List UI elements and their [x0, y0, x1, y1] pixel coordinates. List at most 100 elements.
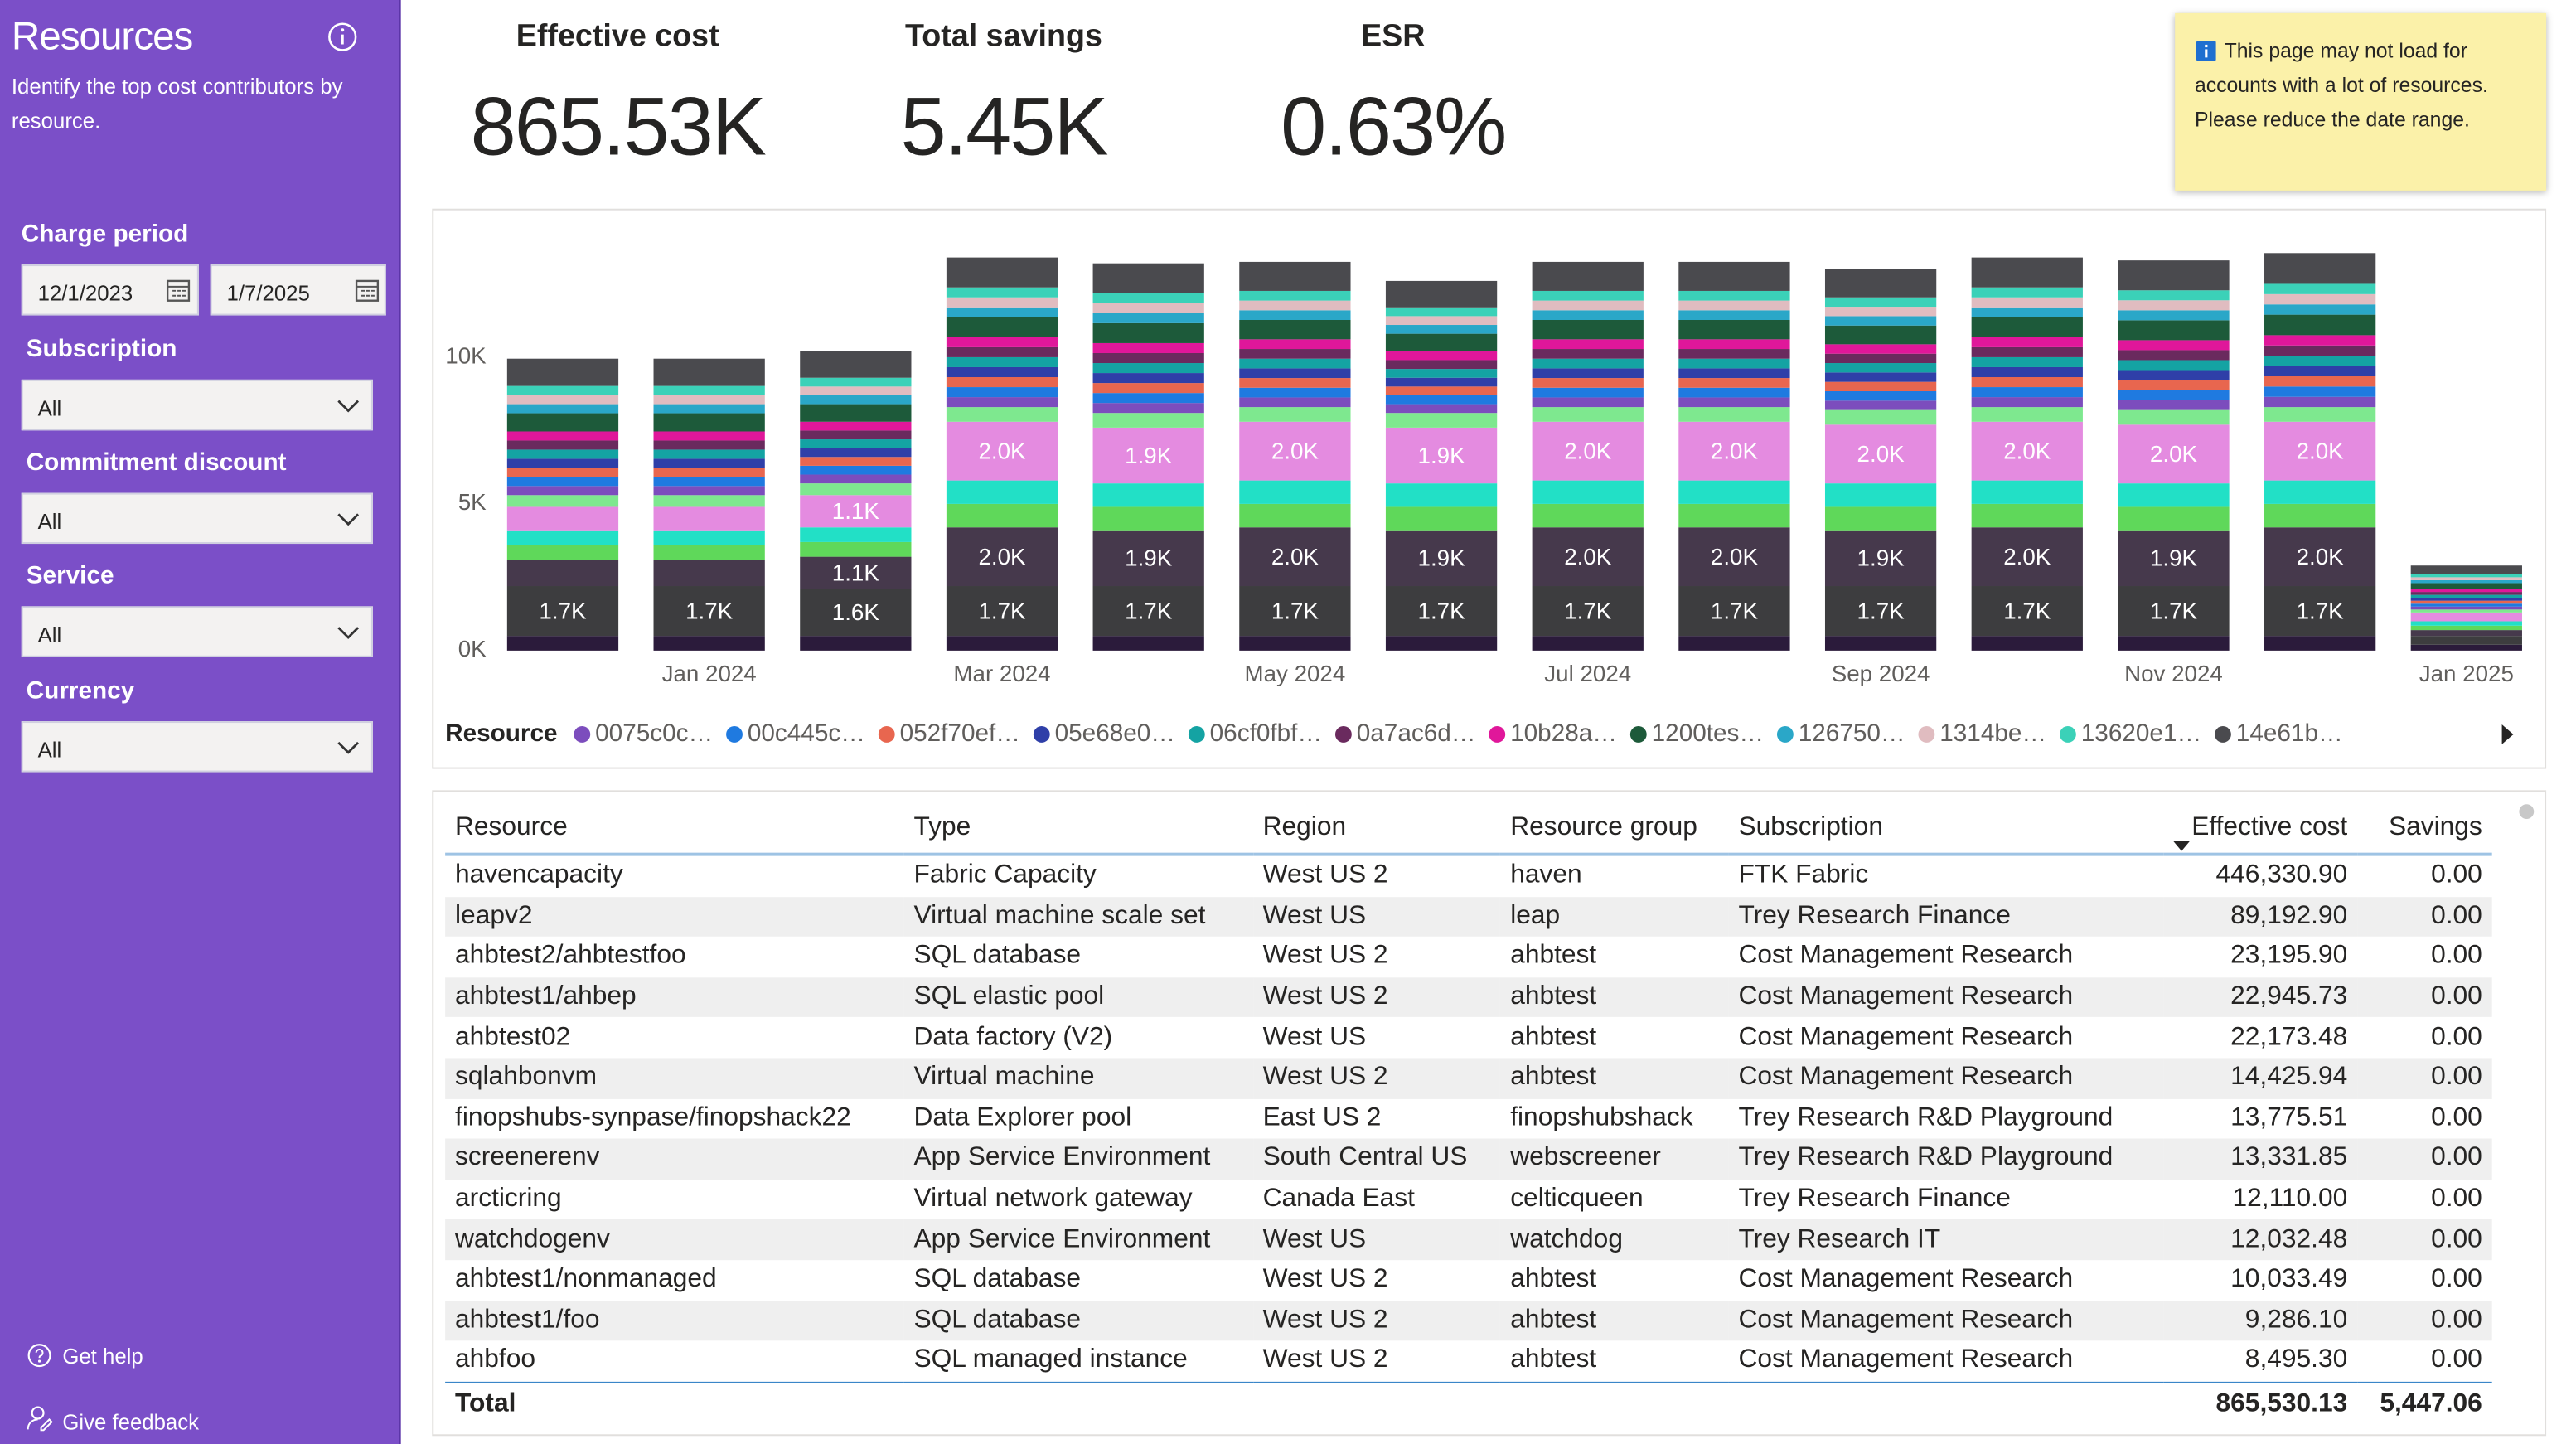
table-cell: Virtual network gateway [913, 1185, 1193, 1213]
table-row: ahbtest2/ahbtestfoo SQL database West US 2… [445, 937, 2492, 977]
table-cell: 0.00 [2357, 896, 2492, 938]
bar-segment [1239, 319, 1351, 340]
bar-segment [1532, 527, 1644, 587]
data-label: 2.0K [1564, 439, 1612, 464]
data-label: 1.1K [832, 498, 880, 524]
bar-segment [946, 387, 1058, 398]
dropdown[interactable]: All [21, 721, 373, 773]
x-tick-label: Jan 2024 [662, 661, 757, 686]
bar-segment [2118, 380, 2230, 390]
bar-segment [1824, 636, 1937, 651]
info-icon[interactable] [327, 22, 358, 53]
column-header: Region [1252, 802, 1501, 856]
chevron [337, 627, 360, 639]
bar-segment [1532, 397, 1644, 408]
bar-segment [1385, 377, 1498, 387]
data-label: 1.9K [1418, 545, 1466, 571]
dropdown[interactable]: All [21, 606, 373, 657]
bar-segment [1092, 483, 1204, 507]
legend-marker [2215, 726, 2231, 743]
table-cell: Canada East [1262, 1185, 1415, 1213]
table-cell: SQL database [903, 1300, 1253, 1341]
data-label: 1.1K [832, 560, 880, 585]
bar-segment [946, 586, 1058, 637]
bar-segment [506, 385, 619, 395]
total-cell: 5,447.06 [2357, 1381, 2492, 1426]
table-cell: Fabric Capacity [913, 861, 1097, 889]
bar-segment [1385, 333, 1498, 351]
legend-marker [1629, 726, 1647, 743]
table-cell: ahbtest [1500, 1300, 1729, 1341]
bar-segment [1971, 586, 2083, 637]
bar-segment [1385, 427, 1498, 484]
table-cell: SQL elastic pool [903, 976, 1253, 1018]
bar-segment [2264, 366, 2376, 376]
legend-next-arrow[interactable] [2501, 724, 2514, 744]
bar-segment [1385, 369, 1498, 378]
bar-segment [2118, 409, 2230, 425]
bar-segment [1971, 503, 2083, 528]
bar-segment [800, 527, 912, 542]
bar-segment [1532, 300, 1644, 311]
bar-segment [1092, 530, 1204, 587]
table-cell: 0.00 [2431, 1265, 2482, 1294]
legend-marker [2060, 726, 2076, 743]
date-input[interactable]: 1/7/2025 [210, 264, 386, 316]
bar-segment [1239, 368, 1351, 379]
data-label: 2.0K [2297, 544, 2345, 569]
kpi-label: ESR [1360, 19, 1426, 55]
bar-segment [653, 358, 765, 386]
table-cell: 0.00 [2431, 1185, 2482, 1213]
get-help-link[interactable]: Get help [62, 1344, 143, 1369]
bar-segment [506, 358, 619, 386]
dropdown[interactable]: All [21, 492, 373, 545]
bar-segment [1385, 360, 1498, 370]
bar-segment [2264, 386, 2376, 397]
chart-panel: 0K 5K 10K 1.7K Jan 2024 1.7K 1.6K 1.1K 1.1K Mar 2… [432, 208, 2547, 769]
table-cell: leap [1500, 896, 1729, 938]
bar-segment [1824, 381, 1937, 391]
bar-segment [2264, 253, 2376, 284]
table-cell: ahbtest [1500, 1058, 1729, 1099]
bar-segment [1678, 586, 1790, 637]
bar-segment [2118, 483, 2230, 507]
page-description: Identify the top cost contributors by re… [11, 74, 343, 133]
kpi-label: Effective cost [516, 19, 719, 55]
data-label: 2.0K [1711, 439, 1759, 464]
column-header: Savings [2357, 802, 2492, 856]
bar-segment [1824, 353, 1937, 364]
dropdown[interactable]: All [21, 379, 373, 431]
bar-segment [506, 486, 619, 496]
bar-segment [2410, 625, 2522, 631]
bar-segment [2264, 527, 2376, 587]
scrollbar-thumb[interactable] [2516, 802, 2536, 821]
bar-segment [2410, 644, 2522, 651]
calendar-icon [355, 279, 380, 302]
bar-segment [1824, 316, 1937, 326]
bar-segment [1239, 421, 1351, 481]
give-feedback-link[interactable]: Give feedback [62, 1409, 200, 1435]
x-tick-label: May 2024 [1244, 661, 1345, 686]
date-input[interactable]: 12/1/2023 [21, 264, 199, 316]
bar-segment [1532, 349, 1644, 359]
x-tick-label: Nov 2024 [2124, 661, 2223, 686]
bar-segment [946, 366, 1058, 378]
data-label: 1.7K [978, 598, 1026, 623]
bar-segment [1971, 527, 2083, 587]
resource-table: Resource Type Region Resource group Subscrip… [445, 802, 2492, 1426]
bar-segment [2410, 577, 2522, 580]
table-cell: Trey Research R&D Playground [1738, 1103, 2114, 1132]
bar-segment [506, 404, 619, 414]
table-row: havencapacity Fabric Capacity West US 2 hav… [445, 855, 2492, 897]
bar-segment [800, 351, 912, 378]
bar-segment [653, 440, 765, 450]
table-cell: 0.00 [2357, 1219, 2492, 1261]
table-cell: App Service Environment [903, 1219, 1253, 1261]
header-row: Resource Type Region Resource group Subscrip… [445, 802, 2492, 856]
bar-segment [2118, 360, 2230, 371]
bar-segment [653, 458, 765, 468]
bar-segment [653, 431, 765, 441]
table-cell: 8,495.30 [2244, 1346, 2348, 1374]
